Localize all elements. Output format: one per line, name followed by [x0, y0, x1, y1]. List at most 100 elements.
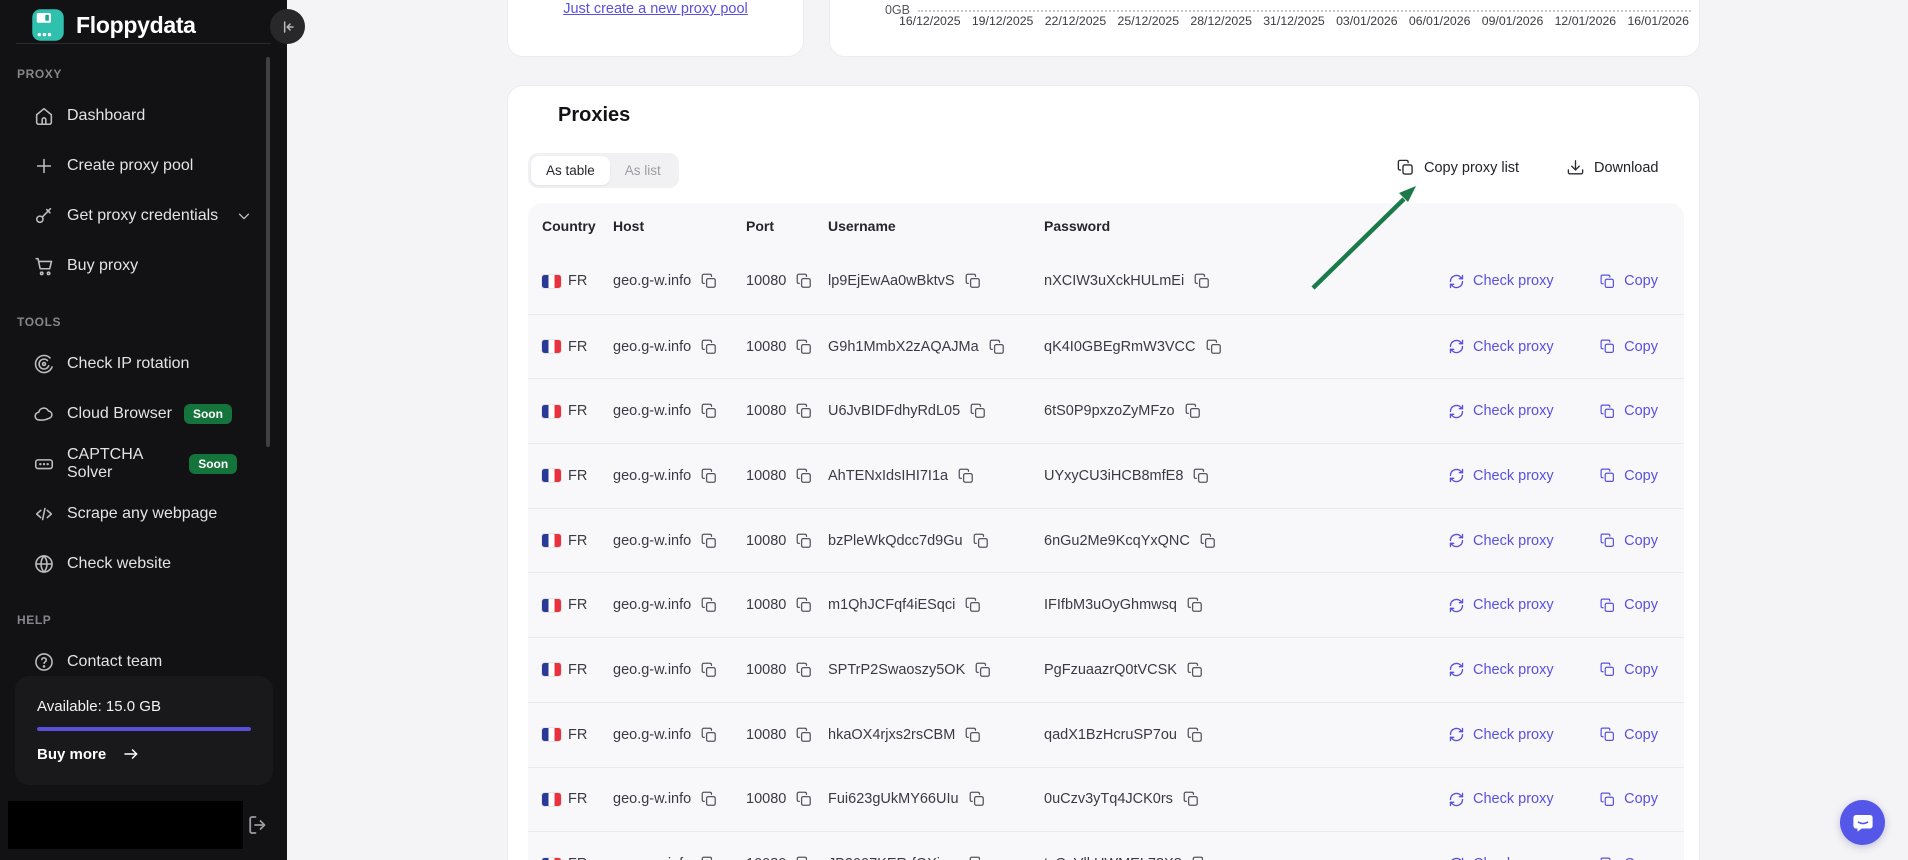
sidebar-item-dashboard[interactable]: Dashboard: [0, 91, 287, 141]
copy-password-button[interactable]: [1193, 272, 1211, 290]
sidebar-divider: [16, 43, 271, 44]
copy-port-button[interactable]: [795, 467, 813, 485]
copy-proxy-button[interactable]: Copy: [1599, 338, 1658, 355]
copy-proxy-button[interactable]: Copy: [1599, 273, 1658, 290]
copy-password-button[interactable]: [1184, 402, 1202, 420]
chart-y-axis-label: 0GB: [884, 3, 910, 17]
copy-username-button[interactable]: [964, 596, 982, 614]
copy-port-button[interactable]: [795, 272, 813, 290]
host-value: geo.g-w.info: [613, 856, 691, 860]
password-value: qadX1BzHcruSP7ou: [1044, 726, 1177, 743]
copy-port-button[interactable]: [795, 790, 813, 808]
copy-username-button[interactable]: [972, 532, 990, 550]
copy-icon: [795, 596, 813, 614]
brand-logo[interactable]: Floppydata: [30, 7, 196, 43]
sidebar-item-buy-proxy[interactable]: Buy proxy: [0, 241, 287, 291]
sidebar-item-get-proxy-credentials[interactable]: Get proxy credentials: [0, 191, 287, 241]
copy-password-button[interactable]: [1186, 661, 1204, 679]
check-proxy-button[interactable]: Check proxy: [1448, 273, 1554, 290]
host-value: geo.g-w.info: [613, 273, 692, 290]
copy-username-button[interactable]: [974, 661, 992, 679]
copy-username-button[interactable]: [964, 272, 982, 290]
create-proxy-pool-link[interactable]: Just create a new proxy pool: [563, 1, 748, 17]
france-flag-icon: [542, 534, 561, 548]
copy-proxy-button[interactable]: Copy: [1599, 726, 1658, 743]
copy-password-button[interactable]: [1192, 467, 1210, 485]
password-value: 0uCzv3yTq4JCK0rs: [1044, 791, 1173, 808]
copy-username-button[interactable]: [968, 790, 986, 808]
copy-proxy-list-button[interactable]: Copy proxy list: [1396, 158, 1519, 177]
copy-port-button[interactable]: [795, 532, 813, 550]
copy-username-button[interactable]: [988, 338, 1006, 356]
chevron-down-icon: [235, 257, 253, 275]
copy-host-button[interactable]: [700, 532, 718, 550]
copy-port-button[interactable]: [795, 661, 813, 679]
username-value: bzPleWkQdcc7d9Gu: [828, 532, 963, 549]
copy-host-button[interactable]: [700, 272, 718, 290]
host-value: geo.g-w.info: [613, 403, 692, 420]
sidebar-item-check-ip-rotation[interactable]: Check IP rotation: [0, 339, 287, 389]
copy-password-button[interactable]: [1186, 596, 1204, 614]
copy-proxy-button[interactable]: Copy: [1599, 791, 1658, 808]
host-value: geo.g-w.info: [613, 726, 692, 743]
copy-port-button[interactable]: [795, 596, 813, 614]
copy-username-button[interactable]: [969, 402, 987, 420]
copy-host-button[interactable]: [700, 402, 718, 420]
check-proxy-button[interactable]: Check proxy: [1448, 791, 1554, 808]
copy-password-button[interactable]: [1182, 790, 1200, 808]
copy-port-button[interactable]: [795, 726, 813, 744]
copy-host-button[interactable]: [700, 467, 718, 485]
check-proxy-button[interactable]: Check proxy: [1448, 856, 1554, 860]
sidebar-item-scrape-any-webpage[interactable]: Scrape any webpage: [0, 489, 287, 539]
password-value: tzQzVlkHWMEL78X8: [1044, 856, 1182, 860]
copy-host-button[interactable]: [700, 338, 718, 356]
copy-proxy-button[interactable]: Copy: [1599, 661, 1658, 678]
refresh-icon: [1448, 273, 1465, 290]
copy-username-button[interactable]: [968, 855, 986, 860]
sidebar-item-contact-team[interactable]: Contact team: [0, 637, 287, 687]
copy-host-button[interactable]: [700, 596, 718, 614]
copy-username-button[interactable]: [957, 467, 975, 485]
copy-port-button[interactable]: [795, 402, 813, 420]
copy-password-button[interactable]: [1186, 726, 1204, 744]
logout-button[interactable]: [246, 813, 270, 837]
copy-port-button[interactable]: [795, 855, 813, 860]
copy-proxy-button[interactable]: Copy: [1599, 532, 1658, 549]
copy-proxy-button[interactable]: Copy: [1599, 597, 1658, 614]
check-proxy-button[interactable]: Check proxy: [1448, 467, 1554, 484]
copy-host-button[interactable]: [700, 855, 718, 860]
chat-widget-button[interactable]: [1840, 800, 1885, 845]
tab-as-list[interactable]: As list: [624, 163, 661, 178]
copy-password-button[interactable]: [1191, 855, 1209, 860]
check-proxy-button[interactable]: Check proxy: [1448, 726, 1554, 743]
copy-password-button[interactable]: [1199, 532, 1217, 550]
copy-password-button[interactable]: [1205, 338, 1223, 356]
sidebar-item-cloud-browser[interactable]: Cloud Browser Soon: [0, 389, 287, 439]
copy-host-button[interactable]: [700, 726, 718, 744]
copy-proxy-button[interactable]: Copy: [1599, 856, 1658, 860]
copy-proxy-button[interactable]: Copy: [1599, 467, 1658, 484]
sidebar-item-check-website[interactable]: Check website: [0, 539, 287, 589]
sidebar-item-create-proxy-pool[interactable]: Create proxy pool: [0, 141, 287, 191]
available-traffic-label: Available: 15.0 GB: [37, 698, 161, 715]
sidebar-item-captcha-solver[interactable]: CAPTCHA Solver Soon: [0, 439, 287, 489]
check-proxy-button[interactable]: Check proxy: [1448, 532, 1554, 549]
copy-username-button[interactable]: [964, 726, 982, 744]
sidebar-collapse-button[interactable]: [270, 9, 305, 44]
country-code: FR: [568, 856, 587, 860]
tab-as-table[interactable]: As table: [531, 156, 610, 185]
check-proxy-button[interactable]: Check proxy: [1448, 661, 1554, 678]
check-proxy-button[interactable]: Check proxy: [1448, 338, 1554, 355]
copy-icon: [700, 726, 718, 744]
copy-host-button[interactable]: [700, 790, 718, 808]
copy-host-button[interactable]: [700, 661, 718, 679]
table-row: FR geo.g-w.info 10080 SPTrP2Swaoszy5OK P…: [528, 637, 1684, 702]
sidebar-scrollbar[interactable]: [266, 57, 270, 447]
copy-port-button[interactable]: [795, 338, 813, 356]
download-button[interactable]: Download: [1566, 158, 1659, 177]
check-proxy-button[interactable]: Check proxy: [1448, 403, 1554, 420]
check-proxy-button[interactable]: Check proxy: [1448, 597, 1554, 614]
copy-proxy-button[interactable]: Copy: [1599, 403, 1658, 420]
username-value: hkaOX4rjxs2rsCBM: [828, 726, 956, 743]
buy-more-button[interactable]: Buy more: [37, 745, 142, 763]
